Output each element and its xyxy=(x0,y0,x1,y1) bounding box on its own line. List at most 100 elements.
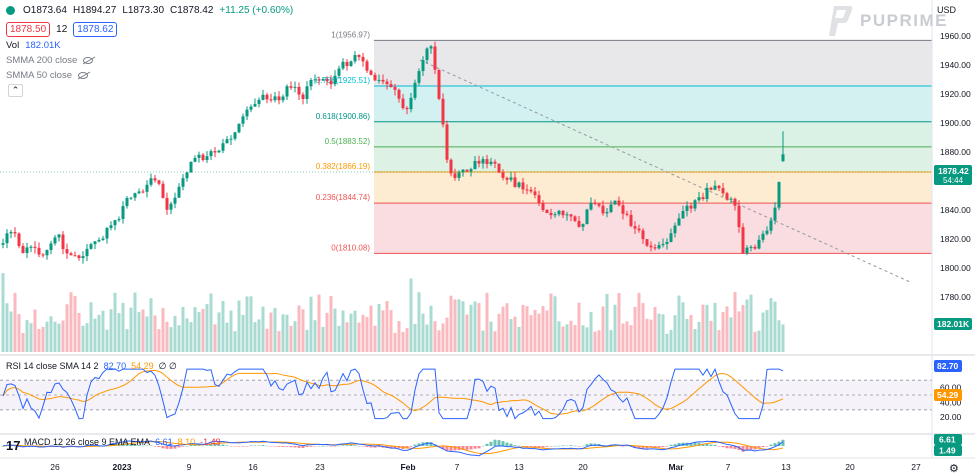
volume-bar xyxy=(597,330,601,352)
macd-histogram-bar xyxy=(309,446,313,447)
macd-histogram-bar xyxy=(721,446,725,448)
macd-histogram-bar xyxy=(257,445,261,447)
volume-bar xyxy=(521,304,525,352)
volume-bar xyxy=(141,309,145,352)
macd-signal-value: 8.10 xyxy=(177,437,196,447)
macd-histogram-bar xyxy=(709,444,713,446)
macd-histogram-bar xyxy=(781,439,785,446)
tradingview-logo[interactable]: 17 xyxy=(6,438,21,453)
fib-zone xyxy=(374,146,932,173)
macd-histogram-bar xyxy=(249,445,253,446)
macd-histogram-bar xyxy=(541,446,545,448)
volume-bar xyxy=(741,305,745,352)
macd-legend[interactable]: MACD 12 26 close 9 EMA EMA 6.61 8.10 -1.… xyxy=(24,437,221,447)
macd-histogram-bar xyxy=(665,446,669,447)
volume-bar xyxy=(237,300,241,352)
candle-body xyxy=(509,177,513,180)
candle-body xyxy=(757,239,761,249)
volume-bar xyxy=(601,306,605,352)
fib-level-label: 0.5(1883.52) xyxy=(325,137,371,146)
candle-body xyxy=(413,82,417,98)
price-tick-label: 1880.00 xyxy=(940,147,971,157)
rsi-legend[interactable]: RSI 14 close SMA 14 2 82.70 54.29 ∅ ∅ xyxy=(6,361,177,372)
candle-body xyxy=(357,55,361,57)
sma50-legend[interactable]: SMMA 50 close xyxy=(6,70,88,81)
time-tick-label: 7 xyxy=(455,462,460,472)
volume-bar xyxy=(373,325,377,352)
price-badge-bg xyxy=(934,165,972,185)
candle-body xyxy=(557,210,561,215)
candle-body xyxy=(341,61,345,69)
sma200-legend[interactable]: SMMA 200 close xyxy=(6,55,94,66)
volume-bar xyxy=(753,331,757,352)
volume-indicator-legend[interactable]: Vol 182.01K xyxy=(6,40,61,51)
candle-body xyxy=(745,247,749,254)
volume-bar xyxy=(121,302,125,352)
macd-histogram-bar xyxy=(281,446,285,447)
volume-bar xyxy=(93,318,97,352)
fibonacci-retracement[interactable]: 0(1810.08) 0.236(1844.74) 0.382(1866.19) 0.… xyxy=(316,30,932,283)
macd-histogram-bar xyxy=(389,446,393,449)
macd-histogram-bar xyxy=(393,446,397,448)
candle-body xyxy=(113,220,117,226)
macd-histogram-bar xyxy=(501,441,505,446)
volume-bar xyxy=(397,321,401,352)
macd-histogram-bar xyxy=(221,444,225,446)
volume-bar xyxy=(629,325,633,352)
candle-body xyxy=(65,249,69,254)
macd-histogram-bar xyxy=(177,446,181,448)
candle-body xyxy=(545,210,549,214)
candle-body xyxy=(645,239,649,246)
hidden-eye-icon[interactable] xyxy=(83,57,94,64)
candle-body xyxy=(201,154,205,161)
candle-body xyxy=(17,233,21,246)
rsi-badge-value: 82.70 xyxy=(937,361,959,371)
fib-level-label: 0.618(1900.86) xyxy=(316,112,371,121)
volume-bar xyxy=(61,320,65,352)
volume-bars xyxy=(1,273,785,352)
time-tick-label: 13 xyxy=(781,462,791,472)
price-tick-label: 1780.00 xyxy=(940,292,971,302)
volume-bar xyxy=(29,323,33,352)
volume-bar xyxy=(13,292,17,352)
candlesticks xyxy=(1,41,785,264)
candle-body xyxy=(5,233,9,244)
macd-histogram-bar xyxy=(509,443,513,446)
volume-bar xyxy=(129,307,133,352)
macd-histogram-bar xyxy=(337,445,341,447)
candle-body xyxy=(417,71,421,83)
macd-histogram-bar xyxy=(313,446,317,447)
volume-bar xyxy=(677,295,681,352)
time-tick-label: 27 xyxy=(911,462,921,472)
sell-button[interactable]: 1878.50 xyxy=(6,22,51,37)
volume-bar xyxy=(413,323,417,352)
currency-label[interactable]: USD xyxy=(937,5,957,15)
buy-button[interactable]: 1878.62 xyxy=(73,22,118,37)
time-tick-label: Mar xyxy=(668,462,684,472)
volume-bar xyxy=(717,330,721,352)
volume-bar xyxy=(701,304,705,352)
candle-body xyxy=(717,185,721,189)
candle-body xyxy=(605,212,609,214)
macd-histogram-bar xyxy=(661,446,665,448)
macd-histogram-bar xyxy=(733,446,737,449)
hidden-eye-icon[interactable] xyxy=(78,72,88,79)
candle-body xyxy=(105,227,109,239)
volume-bar xyxy=(473,301,477,352)
volume-value: 182.01K xyxy=(25,40,61,51)
collapse-legend-button[interactable]: ⌃ xyxy=(8,84,23,97)
volume-bar xyxy=(269,312,273,352)
volume-bar xyxy=(357,322,361,352)
settings-gear-icon[interactable]: ⚙ xyxy=(949,463,959,475)
candle-body xyxy=(761,233,765,240)
macd-histogram-bar xyxy=(497,440,501,446)
fib-level-label: 1(1956.97) xyxy=(331,30,370,39)
macd-histogram-bar xyxy=(365,446,369,448)
macd-histogram-bar xyxy=(333,446,337,447)
volume-bar xyxy=(169,327,173,352)
macd-value: 6.61 xyxy=(155,437,173,447)
candle-body xyxy=(209,151,213,157)
spread-value: 12 xyxy=(56,24,68,35)
price-tick-label: 1940.00 xyxy=(940,60,971,70)
